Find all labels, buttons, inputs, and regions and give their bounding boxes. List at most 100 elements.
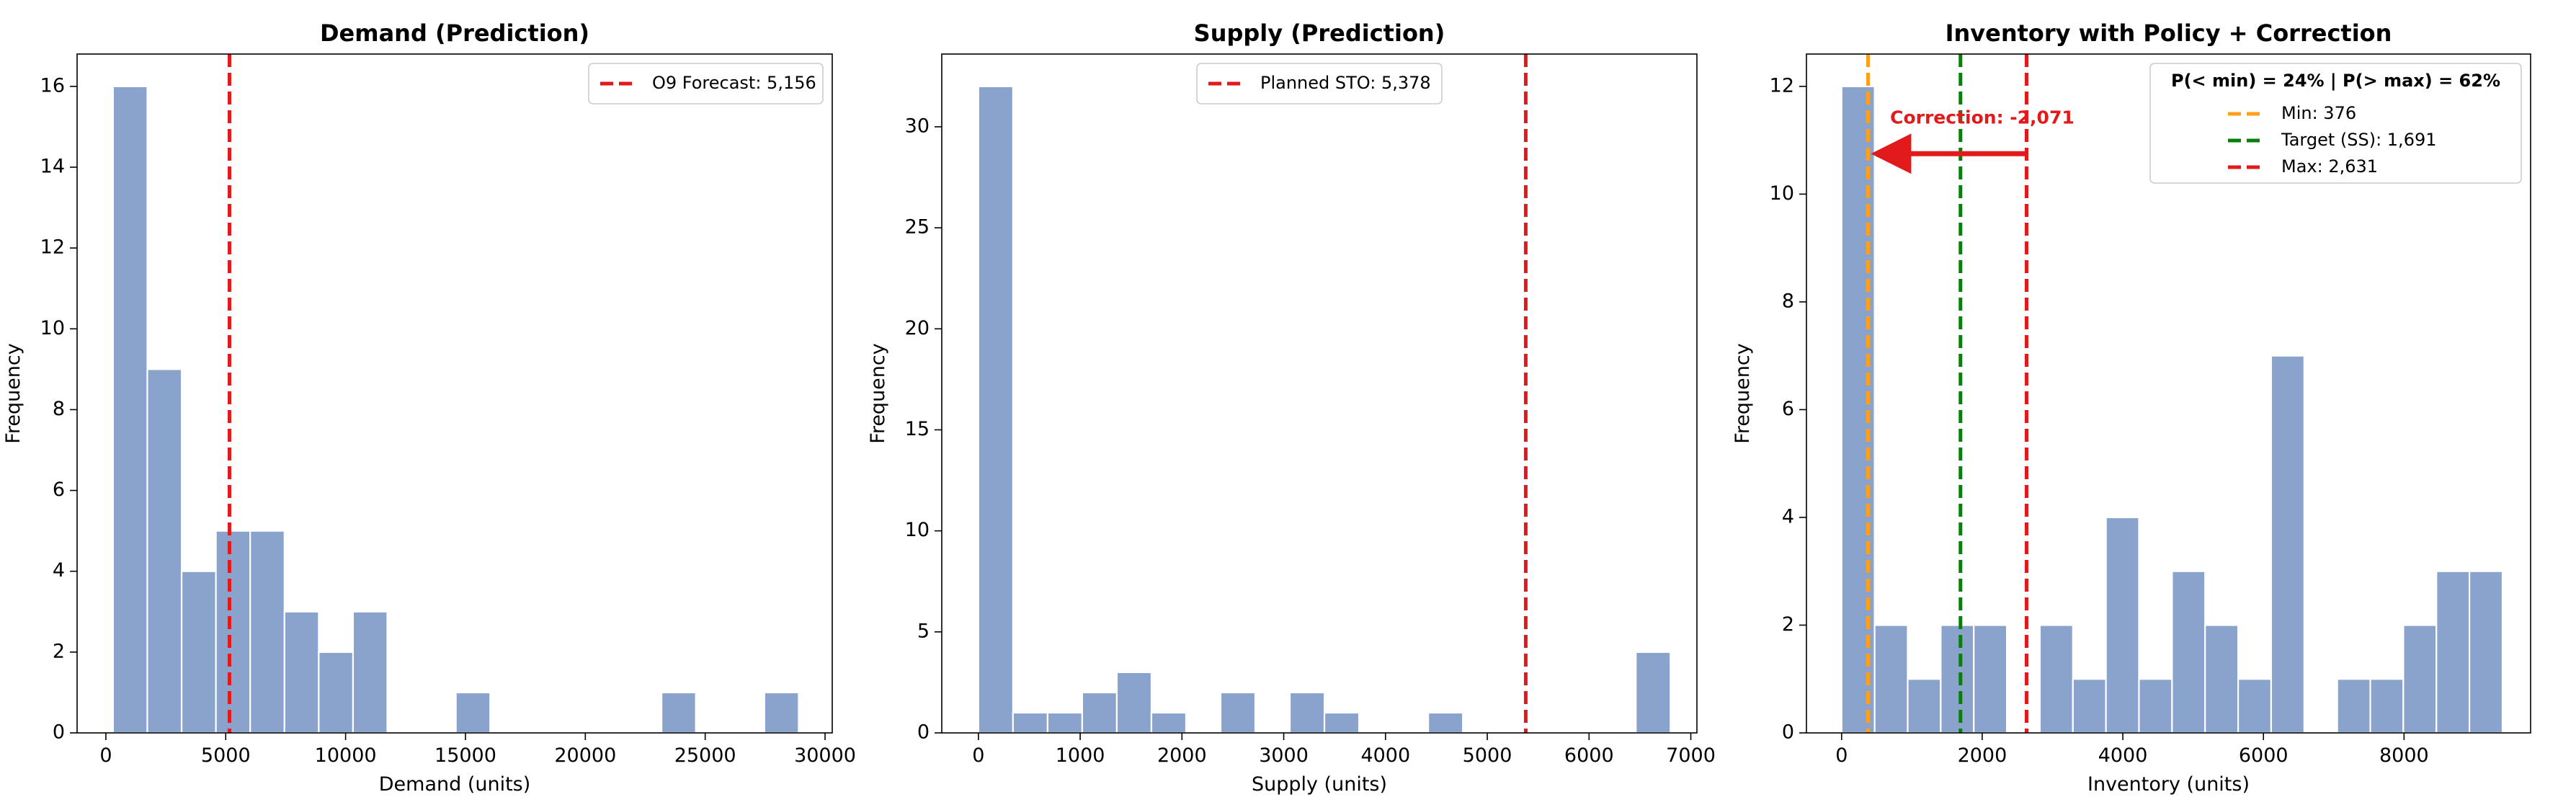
x-tick-label: 5000 — [1463, 744, 1512, 767]
chart-panel-2: 0 1000 2000 3000 4000 5000 6000 7000 0 5 10 15 20 25 3… — [867, 19, 1716, 796]
histogram-bar — [1081, 691, 1118, 734]
histogram-bar — [2171, 570, 2206, 734]
legend: O9 Forecast: 5,156 — [588, 63, 824, 104]
y-tick-label: 12 — [1770, 74, 1794, 97]
y-tick-label: 0 — [1782, 721, 1794, 744]
y-tick-label: 6 — [1782, 398, 1794, 420]
legend-entry: Min: 376 — [2281, 103, 2356, 123]
axes-frame — [76, 53, 833, 734]
legend-box — [588, 63, 824, 104]
histogram-bar — [1323, 711, 1360, 734]
legend: Planned STO: 5,378 — [1196, 63, 1443, 104]
x-tick-label: 3000 — [1259, 744, 1309, 767]
y-tick-label: 8 — [1782, 290, 1794, 312]
histogram-bar — [2237, 678, 2273, 734]
y-tick-label: 16 — [40, 74, 65, 97]
y-tick-label: 10 — [905, 519, 930, 541]
histogram-bars — [977, 85, 1672, 734]
histogram-bar — [2105, 516, 2140, 734]
histogram-bar — [1873, 624, 1909, 734]
y-tick-label: 20 — [905, 317, 930, 339]
histogram-bar — [2469, 570, 2504, 734]
x-axis-label: Inventory (units) — [2087, 773, 2250, 796]
histogram-bar — [1427, 711, 1464, 734]
histogram-bar — [249, 530, 285, 734]
histogram-bar — [1046, 711, 1084, 734]
y-tick-label: 15 — [905, 418, 930, 440]
y-tick-label: 10 — [1770, 182, 1794, 205]
histogram-bar — [1940, 624, 1975, 734]
histogram-bar — [2138, 678, 2173, 734]
legend-box — [1196, 63, 1443, 104]
histogram-bar — [1150, 711, 1187, 734]
y-axis-label: Frequency — [1732, 343, 1754, 444]
chart-title: Demand (Prediction) — [320, 19, 589, 47]
legend-entry: O9 Forecast: 5,156 — [652, 73, 816, 93]
histogram-bar — [2435, 570, 2471, 734]
histogram-bar — [1219, 691, 1257, 734]
legend-entry: Target (SS): 1,691 — [2281, 130, 2437, 150]
y-tick-label: 5 — [917, 620, 930, 642]
y-tick-label: 14 — [40, 156, 65, 178]
histogram-bar — [352, 610, 388, 734]
x-tick-label: 20000 — [554, 744, 616, 767]
x-axis-label: Demand (units) — [379, 773, 531, 796]
y-tick-label: 2 — [1782, 613, 1794, 636]
y-axis-label: Frequency — [2, 343, 24, 444]
histogram-bar — [2038, 624, 2074, 734]
y-tick-label: 10 — [40, 317, 65, 339]
histogram-bars — [112, 85, 800, 734]
y-tick-label: 2 — [53, 640, 65, 662]
x-tick-label: 0 — [972, 744, 984, 767]
histogram-bar — [661, 691, 697, 734]
y-tick-label: 4 — [1782, 505, 1794, 528]
legend: P(< min) = 24% | P(> max) = 62% Min: 376 T… — [2149, 63, 2522, 184]
x-tick-label: 1000 — [1056, 744, 1105, 767]
histogram-bar — [112, 85, 148, 734]
histogram-bar — [455, 691, 491, 734]
x-tick-label: 0 — [1835, 744, 1848, 767]
x-axis-label: Supply (units) — [1252, 773, 1387, 796]
x-tick-label: 6000 — [2239, 744, 2288, 767]
correction-annotation: Correction: -2,071 — [1890, 107, 2074, 128]
histogram-bar — [2270, 355, 2305, 734]
x-tick-label: 6000 — [1564, 744, 1614, 767]
y-tick-label: 6 — [53, 479, 65, 501]
x-tick-label: 2000 — [1958, 744, 2007, 767]
histogram-bar — [1635, 651, 1672, 734]
chart-title: Supply (Prediction) — [1194, 19, 1445, 47]
y-tick-label: 25 — [905, 216, 930, 239]
y-tick-label: 8 — [53, 398, 65, 420]
histogram-bar — [763, 691, 800, 734]
histogram-bar — [1012, 711, 1048, 734]
histogram-bar — [215, 530, 251, 734]
x-tick-label: 8000 — [2379, 744, 2429, 767]
x-tick-label: 4000 — [1360, 744, 1410, 767]
y-tick-label: 30 — [905, 115, 930, 137]
axes-frame — [941, 53, 1698, 734]
histogram-bar — [146, 368, 183, 734]
legend-header: P(< min) = 24% | P(> max) = 62% — [2171, 71, 2500, 91]
legend-entry: Max: 2,631 — [2281, 156, 2378, 177]
histogram-bars — [1840, 85, 2504, 734]
histogram-bar — [1115, 671, 1153, 734]
y-axis-label: Frequency — [867, 343, 889, 444]
x-tick-label: 10000 — [315, 744, 377, 767]
histogram-bar — [2336, 678, 2371, 734]
legend-entry: Planned STO: 5,378 — [1260, 73, 1431, 93]
x-tick-label: 0 — [99, 744, 112, 767]
histogram-bar — [1288, 691, 1326, 734]
y-tick-label: 12 — [40, 236, 65, 259]
x-tick-label: 4000 — [2098, 744, 2148, 767]
histogram-bar — [283, 610, 320, 734]
axes-frame — [1806, 53, 2531, 734]
chart-panel-3: Correction: -2,071 0 2000 4000 6000 8000 0 2 4 6 8… — [1732, 19, 2531, 796]
histogram-bar — [180, 570, 217, 734]
histogram-bar — [1907, 678, 1942, 734]
histogram-bar — [2402, 624, 2438, 734]
legend-box — [2149, 63, 2522, 184]
x-tick-label: 2000 — [1157, 744, 1207, 767]
histogram-bar — [1973, 624, 2008, 734]
x-tick-label: 25000 — [674, 744, 736, 767]
